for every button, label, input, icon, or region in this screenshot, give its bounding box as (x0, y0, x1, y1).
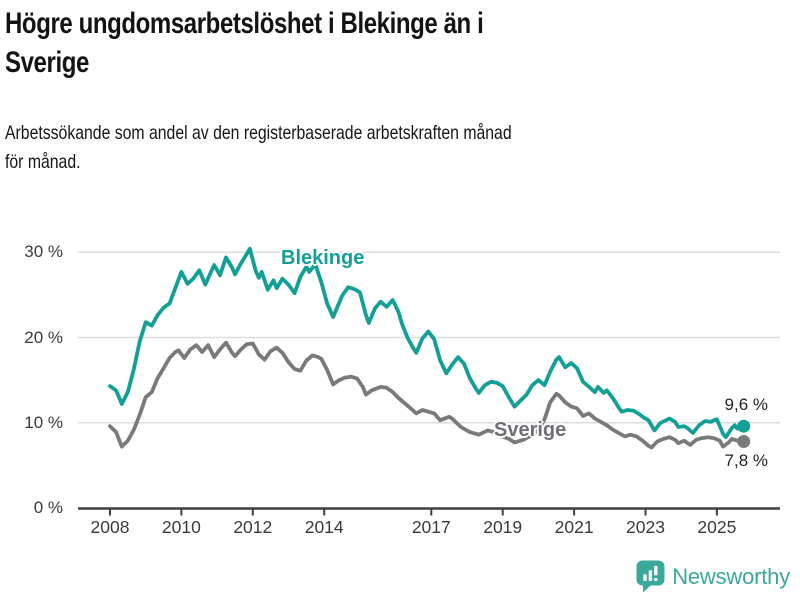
value-label-sverige: 7,8 % (724, 451, 768, 470)
series-label-sverige: Sverige (494, 419, 567, 441)
page-title-line-1: Högre ungdomsarbetslöshet i Blekinge än … (5, 7, 484, 40)
brand-name: Newsworthy (672, 564, 790, 589)
chart-subtitle-line-2: för månad. (5, 151, 81, 173)
value-label-blekinge: 9,6 % (724, 395, 768, 414)
page-title: Högre ungdomsarbetslöshet i Blekinge än … (5, 4, 613, 82)
bar-chart-speech-bubble-icon (636, 560, 665, 593)
newsworthy-logo: Newsworthy (0, 560, 790, 600)
chart-subtitle-line-1: Arbetssökande som andel av den registerb… (5, 122, 512, 144)
series-label-blekinge: Blekinge (281, 247, 365, 269)
series-line-sverige (108, 340, 746, 450)
series-line-blekinge (108, 246, 746, 440)
chart-subtitle: Arbetssökande som andel av den registerb… (5, 119, 621, 177)
series-end-dot-sverige (737, 435, 751, 448)
series-end-dot-blekinge (737, 419, 751, 433)
page-title-line-2: Sverige (5, 46, 89, 79)
